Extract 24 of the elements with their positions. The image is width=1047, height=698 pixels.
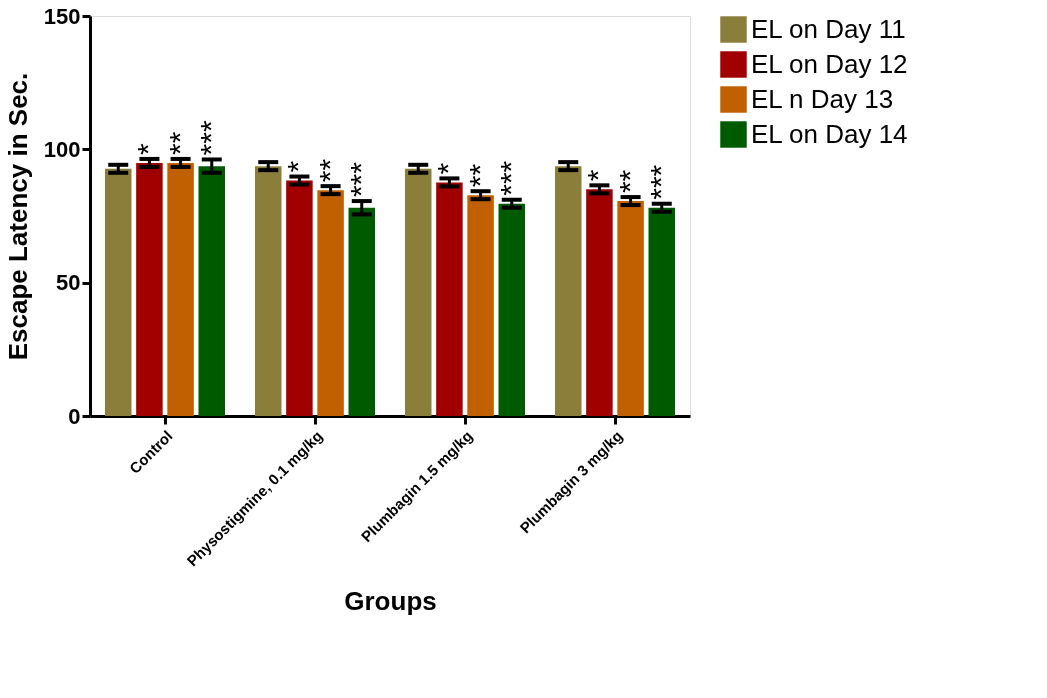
annotation: * [131, 142, 165, 155]
x-axis-title: Groups [344, 586, 437, 617]
y-tick-label: 50 [56, 270, 81, 296]
legend-label: EL on Day 12 [751, 48, 908, 79]
annotation: * [281, 160, 315, 173]
y-tick-label: 150 [43, 3, 81, 29]
legend-label: EL on Day 14 [751, 118, 908, 149]
bar [348, 207, 375, 416]
legend-label: EL on Day 11 [751, 13, 906, 44]
y-tick-label: 0 [68, 403, 81, 429]
annotation: *** [643, 164, 677, 200]
annotation: ** [162, 131, 196, 155]
annotation: * [581, 169, 615, 182]
y-axis-title: Escape Latency in Sec. [2, 72, 33, 361]
annotation: ** [612, 169, 646, 194]
annotation: ** [312, 158, 346, 183]
annotation: *** [493, 160, 527, 196]
bar [198, 166, 225, 416]
annotation: *** [193, 120, 227, 156]
annotation: * [431, 162, 465, 175]
annotation: ** [462, 163, 496, 188]
annotation: *** [343, 161, 377, 198]
y-tick-label: 100 [43, 136, 81, 162]
legend-label: EL n Day 13 [751, 83, 894, 114]
